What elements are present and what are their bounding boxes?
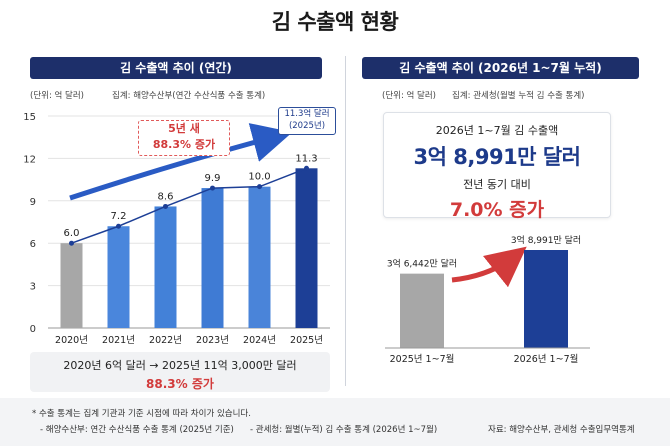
summary-line2: 88.3% 증가 [146, 377, 214, 391]
footer-source-right: 자료: 해양수산부, 관세청 수출입무역통계 [488, 425, 635, 435]
trend-point [304, 165, 309, 171]
growth-callout-line1: 5년 새 [168, 122, 200, 135]
bar-2023년 [201, 188, 224, 328]
summary-line1: 2020년 6억 달러 → 2025년 11억 3,000만 달러 [63, 359, 297, 372]
y-tick-label: 6 [30, 239, 36, 250]
cumulative-export-chart: 3억 6,442만 달러 3억 8,991만 달러 2025년 1~7월 2026년… [385, 234, 590, 365]
footer-source-left: - 해양수산부: 연간 수산식품 수출 통계 (2025년 기준) [40, 425, 234, 435]
data-label: 8.6 [158, 191, 174, 202]
right-unit-label: (단위: 억 달러) [382, 91, 437, 101]
bar-2026년 1~7월 [524, 250, 568, 348]
y-tick-label: 15 [23, 112, 36, 123]
kpi-box: 2026년 1~7월 김 수출액 3억 8,991만 달러 전년 동기 대비 7… [383, 112, 611, 221]
left-panel-header: 김 수출액 추이 (연간) [30, 57, 322, 79]
left-source-label: 집계: 해양수산부(연간 수산식품 수출 통계) [112, 91, 266, 101]
x-tick-label: 2022년 [149, 335, 182, 346]
data-label: 11.3 [295, 153, 317, 164]
trend-point [116, 223, 121, 229]
footer: * 수출 통계는 집계 기관과 기준 시점에 따라 차이가 있습니다. - 해양… [0, 398, 670, 446]
latest-callout-line2: (2025년) [288, 121, 326, 131]
x-tick-label: 2026년 1~7월 [514, 353, 579, 365]
x-tick-label: 2025년 1~7월 [390, 353, 455, 365]
x-tick-label: 2025년 [290, 335, 323, 346]
right-source-label: 집계: 관세청(월별 누적 김 수출 통계) [452, 91, 585, 101]
data-label: 3억 6,442만 달러 [387, 258, 457, 270]
y-tick-label: 0 [30, 324, 36, 335]
bar-2025년 1~7월 [400, 273, 444, 348]
page-title: 김 수출액 현황 [271, 10, 399, 34]
x-tick-label: 2024년 [243, 335, 276, 346]
y-tick-label: 12 [23, 154, 36, 165]
x-tick-label: 2021년 [102, 335, 135, 346]
y-tick-label: 3 [30, 282, 36, 293]
bar-2024년 [248, 186, 271, 328]
panel-divider [345, 56, 346, 386]
trend-point [210, 185, 215, 191]
footer-note: * 수출 통계는 집계 기관과 기준 시점에 따라 차이가 있습니다. [32, 409, 251, 419]
data-label: 6.0 [64, 228, 80, 239]
bar-2025년 [295, 168, 318, 328]
latest-callout-line1: 11.3억 달러 [284, 109, 330, 119]
data-label: 3억 8,991만 달러 [511, 234, 581, 246]
latest-value-callout: 11.3억 달러 (2025년) [278, 107, 336, 135]
data-label: 7.2 [111, 211, 127, 222]
kpi-label: 2026년 1~7월 김 수출액 [435, 124, 559, 137]
kpi-compare-value: 7.0% 증가 [449, 199, 545, 221]
left-summary-box: 2020년 6억 달러 → 2025년 11억 3,000만 달러 88.3% … [30, 352, 330, 392]
bar-2022년 [154, 206, 177, 328]
annual-export-chart: 0 3 6 9 12 15 6.0 7.2 8.6 9.9 10.0 11.3 2020년 2021년… [23, 112, 330, 346]
trend-point [257, 184, 262, 190]
data-label: 10.0 [248, 172, 270, 183]
increase-arrow [451, 246, 527, 288]
growth-callout-line2: 88.3% 증가 [152, 138, 216, 151]
trend-line [71, 167, 307, 244]
data-label: 9.9 [205, 173, 221, 184]
trend-point [69, 240, 74, 246]
x-tick-label: 2020년 [55, 335, 88, 346]
growth-arrow [69, 123, 293, 201]
right-panel-header: 김 수출액 추이 (2026년 1~7월 누적) [362, 57, 639, 79]
footer-source-mid: - 관세청: 월별(누적) 김 수출 통계 (2026년 1~7월) [250, 425, 438, 435]
kpi-value: 3억 8,991만 달러 [413, 145, 581, 169]
kpi-compare-label: 전년 동기 대비 [463, 178, 531, 191]
x-tick-label: 2023년 [196, 335, 229, 346]
left-unit-label: (단위: 억 달러) [30, 91, 85, 101]
bar-2020년 [60, 243, 83, 328]
y-tick-label: 9 [30, 197, 36, 208]
growth-callout: 5년 새 88.3% 증가 [138, 120, 230, 156]
bar-2021년 [107, 226, 130, 328]
trend-point [163, 203, 168, 209]
